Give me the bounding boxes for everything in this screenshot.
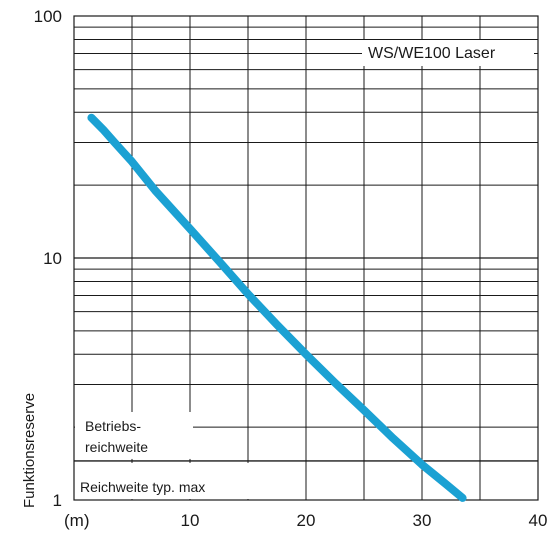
x-tick-label: 10 bbox=[181, 511, 200, 530]
chart-title-background bbox=[362, 40, 534, 66]
operating-range-label-background bbox=[75, 412, 193, 459]
series-line bbox=[87, 113, 467, 502]
max-range-label-background bbox=[75, 462, 253, 499]
operating-range-label-line2: reichweite bbox=[85, 439, 148, 455]
x-tick-label: 30 bbox=[413, 511, 432, 530]
series-layer bbox=[87, 113, 467, 502]
y-axis-label: Funktionsreserve bbox=[21, 393, 38, 508]
x-axis-unit-label: (m) bbox=[64, 511, 89, 530]
x-tick-label: 40 bbox=[529, 511, 548, 530]
chart-title: WS/WE100 Laser bbox=[368, 45, 496, 62]
grid bbox=[74, 16, 538, 500]
tick-labels: 10 20 30 40 1 10 100 bbox=[34, 7, 548, 530]
operating-range-label-line1: Betriebs- bbox=[85, 418, 141, 434]
y-tick-label: 100 bbox=[34, 7, 62, 26]
y-tick-label: 10 bbox=[43, 249, 62, 268]
plot-frame bbox=[73, 15, 539, 501]
y-tick-label: 1 bbox=[53, 491, 62, 510]
max-range-label: Reichweite typ. max bbox=[80, 479, 205, 495]
x-tick-label: 20 bbox=[297, 511, 316, 530]
